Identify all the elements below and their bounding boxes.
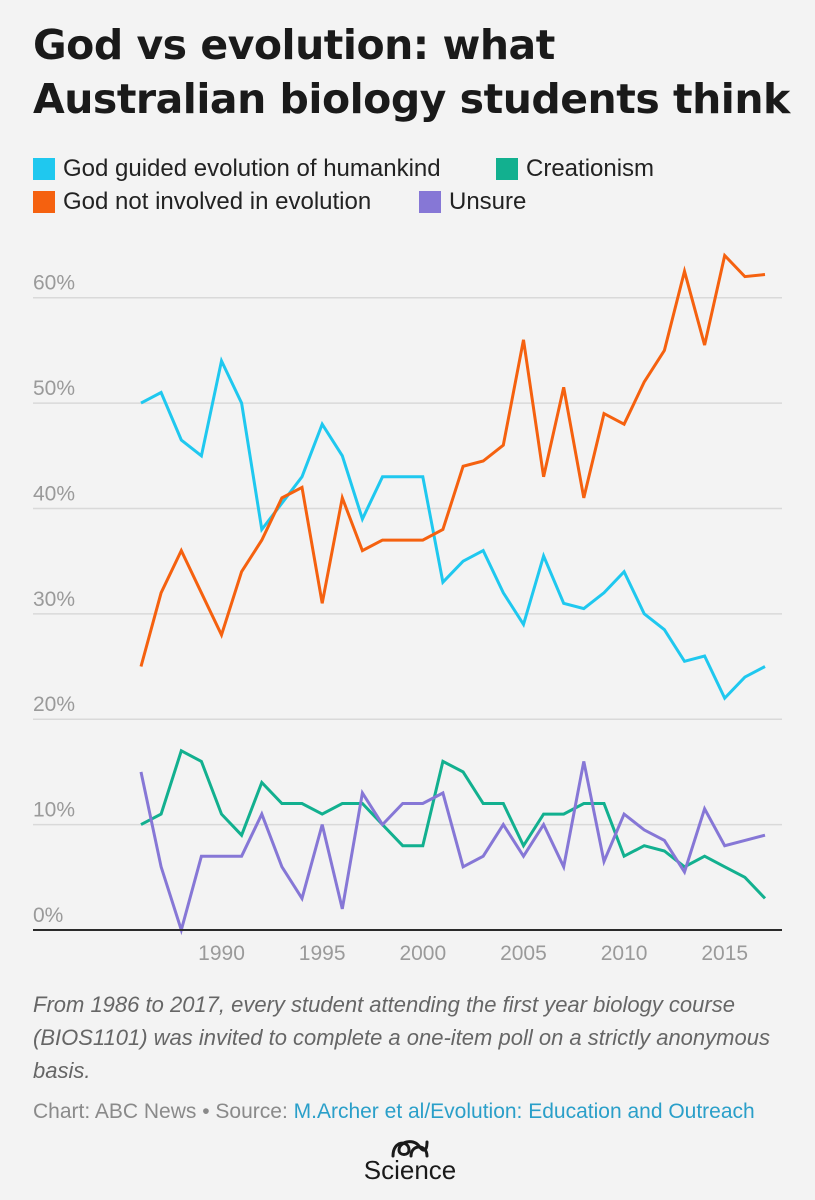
legend-label-god-not-involved: God not involved in evolution bbox=[63, 188, 372, 215]
series-line-creationism bbox=[140, 748, 767, 900]
legend-label-creationism: Creationism bbox=[526, 155, 655, 182]
series-line-god-guided-evolution-of-humankind bbox=[140, 356, 766, 701]
legend-swatch-unsure bbox=[419, 191, 441, 213]
abc-logo-icon bbox=[391, 1140, 429, 1158]
legend-swatch-creationism bbox=[496, 158, 518, 180]
y-axis-tick-labels: 0% 10% 20% 30% 40% 50% 60% bbox=[33, 272, 75, 927]
x-tick-label-2010: 2010 bbox=[601, 942, 648, 965]
series-line-god-not-involved-in-evolution bbox=[139, 252, 766, 667]
x-tick-label-1995: 1995 bbox=[299, 942, 346, 965]
legend-label-god-guided: God guided evolution of humankind bbox=[63, 155, 441, 182]
y-tick-label-60: 60% bbox=[33, 272, 75, 295]
series-lines bbox=[139, 252, 767, 936]
legend-item-unsure: Unsure bbox=[419, 188, 526, 216]
series-line-unsure bbox=[139, 761, 766, 936]
source-link[interactable]: M.Archer et al/Evolution: Education and … bbox=[293, 1100, 755, 1123]
chart-caption: From 1986 to 2017, every student attendi… bbox=[33, 992, 770, 1083]
y-tick-label-10: 10% bbox=[33, 799, 75, 822]
line-chart: 0% 10% 20% 30% 40% 50% 60% 1990 1995 2000 2005 201… bbox=[33, 252, 782, 965]
legend-item-god-not-involved: God not involved in evolution bbox=[33, 188, 371, 216]
abc-science-logo: Science bbox=[330, 1136, 490, 1184]
legend-item-god-guided: God guided evolution of humankind bbox=[33, 155, 441, 183]
x-tick-label-2005: 2005 bbox=[500, 942, 547, 965]
legend-swatch-god-not-involved bbox=[33, 191, 55, 213]
y-tick-label-40: 40% bbox=[33, 482, 75, 505]
x-axis-tick-labels: 1990 1995 2000 2005 2010 2015 bbox=[198, 942, 748, 965]
x-tick-label-2015: 2015 bbox=[701, 942, 748, 965]
gridlines bbox=[33, 296, 782, 826]
x-tick-label-1990: 1990 bbox=[198, 942, 245, 965]
logo-text: Science bbox=[363, 1155, 457, 1185]
chart-credit: Chart: ABC News • Source: M.Archer et al… bbox=[33, 1097, 783, 1127]
x-tick-label-2000: 2000 bbox=[399, 942, 446, 965]
y-tick-label-30: 30% bbox=[33, 588, 75, 611]
y-tick-label-50: 50% bbox=[33, 377, 75, 400]
credit-prefix: Chart: ABC News • Source: bbox=[33, 1100, 294, 1123]
legend-label-unsure: Unsure bbox=[449, 188, 527, 215]
y-tick-label-0: 0% bbox=[33, 904, 63, 927]
chart-title: God vs evolution: what Australian biolog… bbox=[33, 21, 790, 123]
legend-item-creationism: Creationism bbox=[496, 155, 654, 183]
y-tick-label-20: 20% bbox=[33, 693, 75, 716]
legend-swatch-god-guided bbox=[33, 158, 55, 180]
